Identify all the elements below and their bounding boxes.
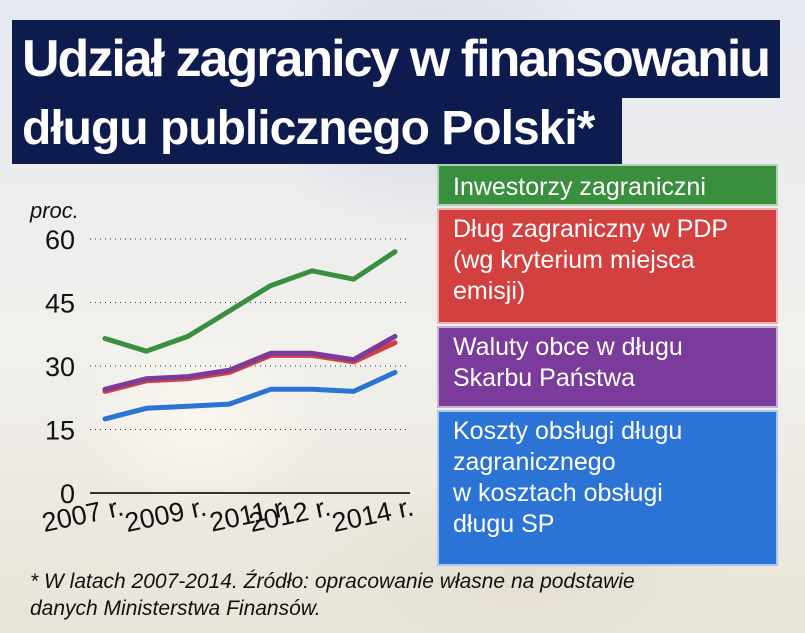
legend-label-line: Dług zagraniczny w PDP (453, 215, 729, 243)
legend-label-line: Inwestorzy zagraniczni (453, 173, 706, 201)
series-line-2 (102, 333, 398, 392)
y-tick-label: 15 (45, 416, 75, 446)
series-line-0 (102, 249, 398, 354)
y-axis-label: proc. (29, 198, 79, 223)
legend-label-line: (wg kryterium miejsca (453, 246, 695, 274)
chart-title-line-1: Udział zagranicy w finansowaniu (12, 20, 780, 98)
legend-label-line: długu SP (453, 510, 555, 538)
legend-item-dlug-zagraniczny-pdp: Dług zagraniczny w PDP (wg kryterium mie… (437, 208, 778, 324)
x-tick-label: 2014 r. (329, 492, 416, 539)
x-axis-ticks: 2007 r.2009 r.2011 r.2012 r.2014 r. (39, 492, 416, 539)
legend-label-line: Koszty obsługi długu (453, 417, 683, 445)
x-tick-label: 2007 r. (39, 492, 126, 539)
footnote: * W latach 2007-2014. Źródło: opracowani… (30, 568, 770, 622)
line-chart: 0 15 30 45 60 proc. 2007 r.2009 r.2011 r.201… (29, 198, 416, 539)
x-tick-label: 2009 r. (122, 492, 209, 539)
legend-label-line: zagranicznego (453, 448, 616, 476)
legend-item-koszty-obslugi: Koszty obsługi długu zagranicznego w kos… (437, 410, 778, 566)
footnote-line: danych Ministerstwa Finansów. (30, 597, 321, 620)
legend-label-line: w kosztach obsługi (453, 479, 663, 507)
chart-series (102, 249, 398, 422)
legend-label-line: emisji) (453, 277, 526, 305)
y-tick-label: 45 (45, 289, 75, 319)
legend-label-line: Skarbu Państwa (453, 364, 636, 392)
footnote-line: * W latach 2007-2014. Źródło: opracowani… (30, 570, 635, 593)
legend-item-waluty-obce: Waluty obce w długu Skarbu Państwa (437, 326, 778, 408)
y-tick-label: 30 (45, 352, 75, 382)
legend-label-line: Waluty obce w długu (453, 333, 683, 361)
y-tick-label: 0 (60, 479, 75, 509)
legend-item-inwestorzy-zagraniczni: Inwestorzy zagraniczni (437, 164, 778, 206)
y-tick-label: 60 (45, 225, 75, 255)
series-line-3 (102, 369, 398, 422)
chart-title-line-2: długu publicznego Polski* (12, 94, 622, 164)
y-axis-ticks: 0 15 30 45 60 (45, 225, 75, 509)
